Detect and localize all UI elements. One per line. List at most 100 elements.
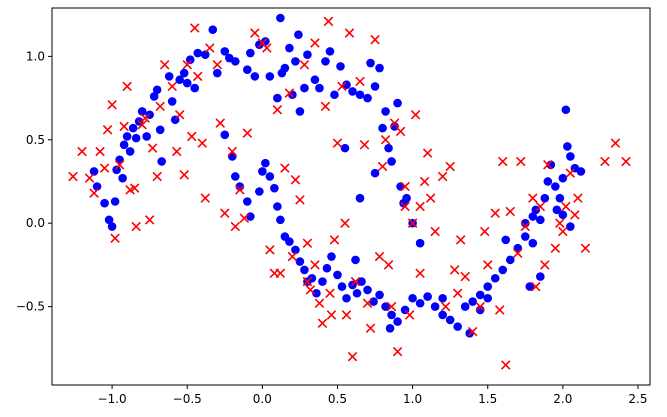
data-point-circle [475, 290, 485, 300]
data-point-x [305, 285, 316, 295]
data-point-x [137, 120, 147, 130]
data-point-x [200, 193, 211, 203]
data-point-circle [363, 285, 372, 295]
data-point-circle [315, 83, 324, 93]
data-point-x [122, 81, 132, 92]
data-point-x [329, 235, 340, 245]
data-point-x [140, 113, 150, 123]
data-point-x [437, 171, 448, 182]
data-point-circle [231, 172, 240, 181]
data-point-x [374, 251, 385, 262]
data-point-circle [131, 133, 141, 143]
data-point-circle [351, 255, 360, 265]
data-point-circle [551, 182, 560, 191]
data-point-circle [243, 197, 252, 206]
data-point-circle [100, 198, 109, 208]
data-point-circle [561, 105, 571, 115]
data-point-x [144, 215, 155, 225]
data-point-circle [396, 182, 405, 191]
data-point-circle [337, 282, 347, 291]
data-point-x [129, 183, 140, 193]
data-point-circle [430, 302, 440, 311]
data-point-circle [310, 75, 320, 85]
data-point-circle [393, 317, 402, 326]
data-point-x [250, 28, 260, 38]
data-point-x [482, 260, 493, 270]
data-point-circle [280, 63, 290, 73]
data-point-x [350, 276, 361, 287]
data-point-circle [175, 75, 185, 85]
y-tick-label: 0.0 [26, 216, 45, 230]
data-point-circle [110, 197, 120, 206]
data-point-circle [566, 222, 575, 231]
data-point-x [102, 125, 113, 135]
x-tick-label: 2.5 [628, 392, 647, 406]
data-point-circle [505, 255, 515, 265]
data-point-x [167, 81, 177, 92]
x-tick-label: 0.5 [328, 392, 347, 406]
data-point-circle [381, 302, 390, 311]
data-point-circle [576, 167, 586, 176]
data-point-x [317, 318, 328, 329]
data-point-x [445, 161, 455, 172]
data-point-circle [128, 123, 138, 133]
data-point-x [192, 71, 203, 82]
data-point-circle [157, 157, 166, 166]
data-point-circle [291, 57, 300, 66]
data-point-circle [261, 158, 270, 168]
points-layer [68, 13, 631, 370]
data-point-x [186, 131, 197, 142]
data-point-circle [142, 132, 151, 141]
data-point-circle [273, 93, 282, 103]
data-point-x [344, 28, 355, 38]
data-point-x [355, 76, 365, 87]
data-point-circle [468, 297, 478, 306]
data-point-x [326, 310, 337, 320]
data-point-x [389, 118, 400, 128]
data-point-x [362, 298, 373, 309]
data-point-circle [155, 125, 165, 135]
x-axis: −1.0 −0.5 0.0 0.5 1.0 1.5 2.0 2.5 [98, 385, 648, 406]
data-point-x [513, 248, 523, 258]
data-point-circle [453, 322, 462, 331]
data-point-circle [208, 25, 218, 34]
data-point-circle [246, 48, 255, 58]
data-point-x [280, 163, 290, 173]
data-point-circle [387, 310, 396, 320]
data-point-x [310, 38, 320, 48]
data-point-circle [370, 168, 380, 178]
data-point-x [531, 281, 541, 292]
data-point-circle [164, 72, 174, 81]
data-point-circle [327, 252, 336, 261]
data-point-circle [312, 288, 321, 298]
data-point-x [555, 218, 565, 228]
data-point-x [621, 156, 631, 167]
data-point-circle [528, 212, 538, 221]
data-point-circle [276, 215, 285, 225]
data-point-x [535, 201, 546, 212]
data-point-x [275, 268, 286, 279]
data-point-circle [291, 245, 300, 255]
data-point-circle [520, 232, 530, 241]
data-point-x [449, 265, 460, 275]
data-point-circle [182, 78, 192, 88]
data-point-circle [250, 72, 260, 81]
data-point-x [84, 173, 95, 183]
data-point-circle [336, 62, 345, 71]
data-point-x [337, 81, 347, 92]
data-point-x [455, 235, 466, 245]
data-point-x [107, 99, 117, 110]
data-point-x [239, 213, 250, 223]
data-point-x [383, 260, 394, 270]
data-point-circle [355, 193, 365, 203]
data-point-x [230, 221, 241, 232]
data-point-circle [563, 142, 572, 151]
data-point-circle [112, 165, 121, 175]
data-point-x [430, 226, 440, 237]
data-point-x [182, 59, 192, 70]
data-point-circle [445, 315, 455, 325]
data-point-circle [107, 222, 117, 231]
data-point-circle [558, 210, 568, 220]
data-point-x [220, 208, 230, 218]
data-point-circle [355, 90, 365, 100]
